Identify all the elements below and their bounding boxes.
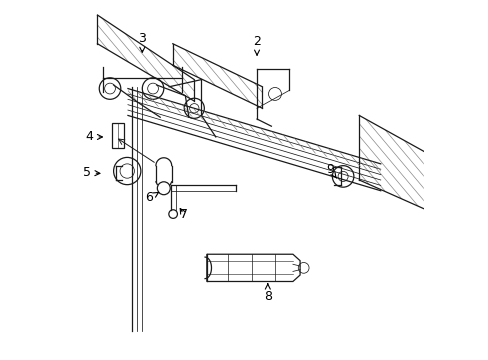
Polygon shape	[172, 44, 262, 108]
Text: 6: 6	[145, 192, 159, 204]
Polygon shape	[128, 89, 380, 173]
Text: 7: 7	[179, 208, 187, 221]
Text: 2: 2	[253, 35, 261, 55]
Polygon shape	[359, 116, 423, 209]
Text: 4: 4	[85, 130, 102, 144]
Text: 9: 9	[325, 163, 336, 178]
Text: 3: 3	[138, 32, 146, 52]
Text: 5: 5	[82, 166, 100, 179]
Polygon shape	[97, 15, 194, 101]
Text: 8: 8	[263, 284, 271, 303]
